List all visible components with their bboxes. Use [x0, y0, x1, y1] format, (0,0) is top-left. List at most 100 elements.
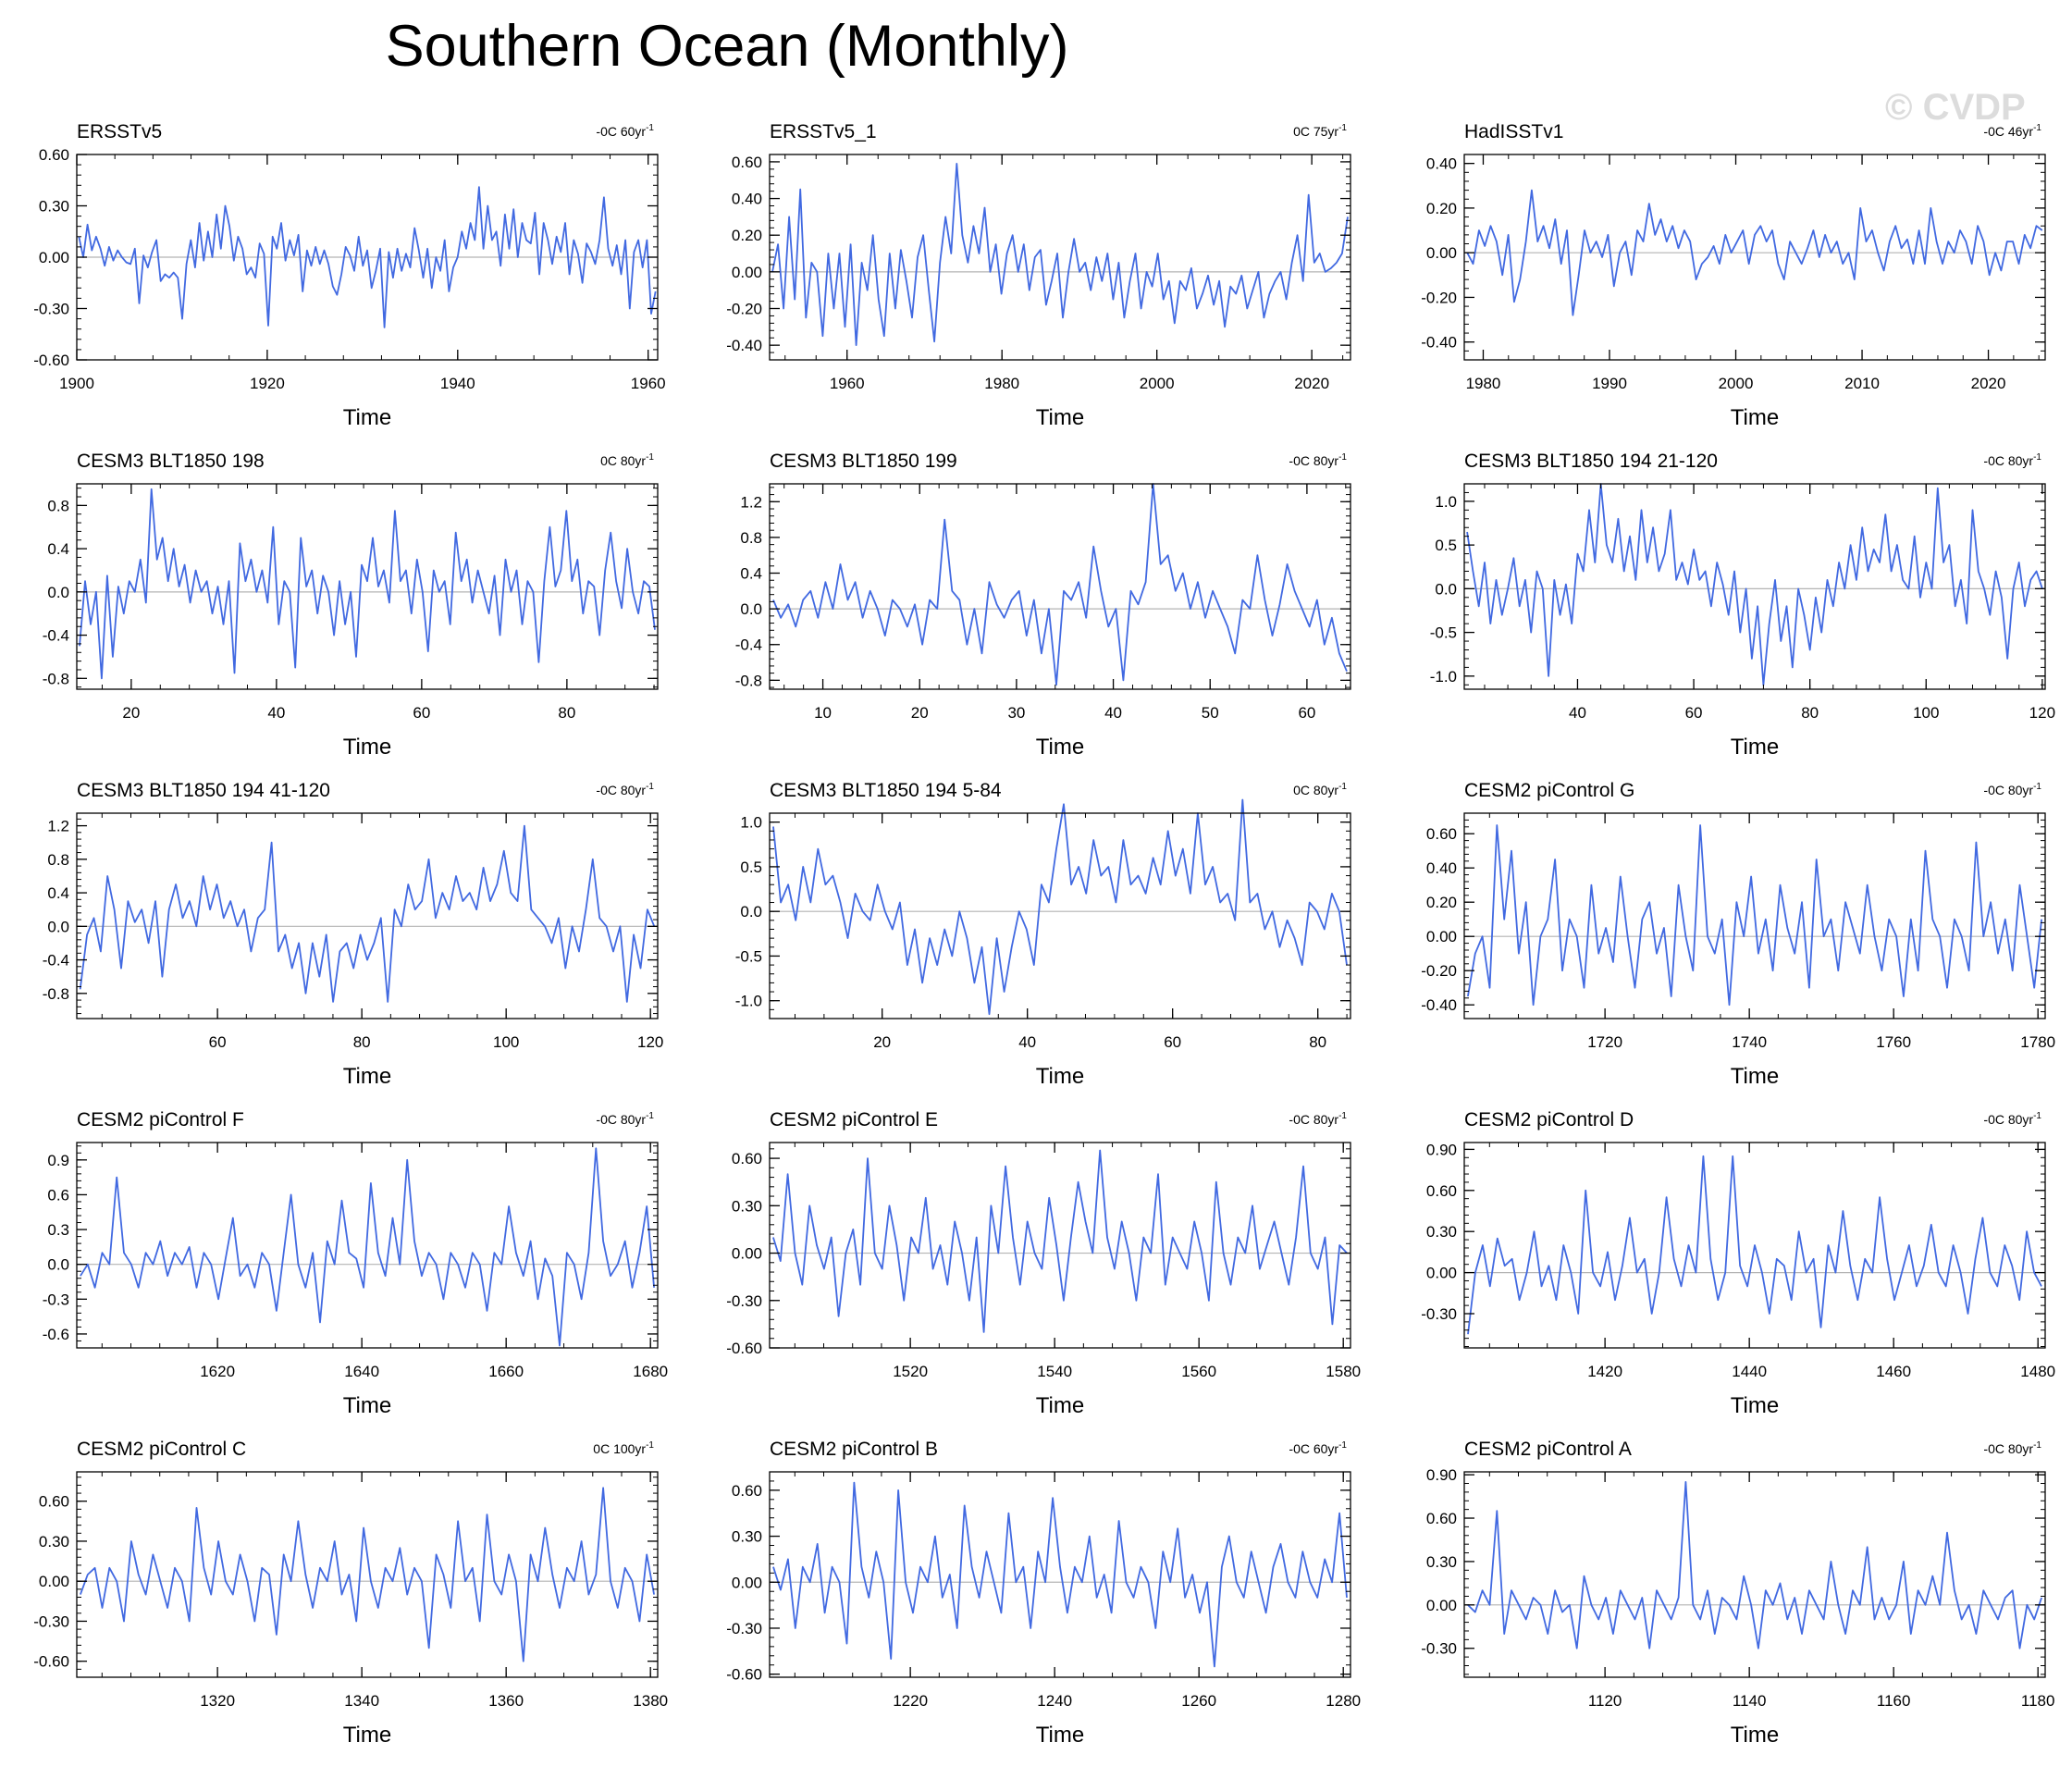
y-tick-label: 0.5: [1435, 537, 1457, 554]
x-axis-title: Time: [1731, 1393, 1779, 1418]
y-tick-label: 0.40: [732, 191, 762, 208]
x-tick-label: 1320: [200, 1692, 235, 1710]
x-tick-label: 40: [267, 704, 285, 722]
y-tick-label: 0.40: [1426, 155, 1457, 173]
y-tick-label: 0.8: [47, 497, 69, 514]
y-tick-label: -0.60: [33, 352, 69, 369]
chart-panel-6: CESM3 BLT1850 194 21-120 -0C 80yr-1 -1.0 -0…: [1430, 451, 2055, 760]
x-tick-label: 10: [814, 704, 832, 722]
data-series-line: [771, 162, 1349, 347]
y-tick-label: 0.0: [740, 903, 762, 920]
trend-label: -0C 80yr-1: [1983, 782, 2041, 797]
x-tick-label: 1360: [488, 1692, 524, 1710]
trend-label: 0C 100yr-1: [593, 1440, 654, 1456]
y-tick-label: 0.90: [1426, 1141, 1457, 1158]
plot-frame: [769, 483, 1351, 690]
x-tick-label: 30: [1007, 704, 1025, 722]
x-tick-label: 40: [1104, 704, 1122, 722]
y-tick-label: -0.8: [43, 670, 69, 687]
y-tick-label: 0.0: [47, 918, 69, 935]
y-tick-label: -0.20: [1421, 289, 1457, 306]
y-tick-label: 0.00: [1426, 244, 1457, 262]
y-tick-label: -0.60: [726, 1340, 762, 1357]
trend-label: -0C 80yr-1: [1983, 1111, 2041, 1127]
trend-label: -0C 80yr-1: [1983, 1440, 2041, 1456]
data-series-line: [772, 1481, 1348, 1668]
data-series-line: [1467, 1481, 2042, 1649]
x-tick-label: 1560: [1181, 1363, 1216, 1380]
y-tick-label: 0.20: [1426, 894, 1457, 911]
x-tick-label: 20: [873, 1033, 891, 1051]
chart-panel-4: CESM3 BLT1850 198 0C 80yr-1 -0.8 -0.4 0.0 0.4…: [43, 451, 659, 760]
x-tick-label: 1480: [2020, 1363, 2055, 1380]
y-tick-label: 0.00: [732, 264, 762, 281]
panel-title: CESM2 piControl E: [770, 1109, 938, 1130]
trend-label: 0C 80yr-1: [1293, 782, 1347, 797]
plot-frame: [1463, 483, 2046, 690]
y-tick-label: 0.6: [47, 1186, 69, 1204]
y-tick-label: 1.2: [740, 493, 762, 511]
x-tick-label: 60: [1685, 704, 1703, 722]
chart-panel-7: CESM3 BLT1850 194 41-120 -0C 80yr-1 -0.8 -0…: [43, 780, 664, 1089]
x-tick-label: 50: [1202, 704, 1219, 722]
y-tick-label: -0.40: [1421, 996, 1457, 1014]
x-tick-label: 1780: [2020, 1033, 2055, 1051]
x-tick-label: 1580: [1326, 1363, 1361, 1380]
x-axis-title: Time: [1731, 405, 1779, 430]
y-tick-label: 0.60: [1426, 825, 1457, 843]
x-tick-label: 1980: [1466, 375, 1501, 392]
x-tick-label: 1960: [631, 375, 666, 392]
trend-label: -0C 80yr-1: [1289, 452, 1347, 468]
panel-title: CESM2 piControl A: [1464, 1439, 1632, 1460]
x-tick-label: 100: [1913, 704, 1939, 722]
plot-frame: [76, 1471, 659, 1678]
data-series-line: [1467, 824, 2042, 1007]
trend-label: -0C 80yr-1: [596, 1111, 654, 1127]
y-tick-label: 0.5: [740, 859, 762, 876]
x-tick-label: 1900: [59, 375, 94, 392]
x-tick-label: 40: [1018, 1033, 1036, 1051]
data-series-line: [1467, 1155, 2042, 1335]
y-tick-label: 1.0: [740, 814, 762, 832]
x-tick-label: 2000: [1140, 375, 1175, 392]
y-tick-label: 0.0: [1435, 580, 1457, 598]
y-tick-label: 0.4: [47, 540, 69, 558]
x-tick-label: 100: [493, 1033, 519, 1051]
y-tick-label: 0.00: [1426, 928, 1457, 945]
y-tick-label: -0.60: [33, 1653, 69, 1671]
x-tick-label: 2020: [1294, 375, 1329, 392]
x-axis-title: Time: [343, 735, 391, 760]
panel-title: CESM3 BLT1850 194 5-84: [770, 780, 1002, 801]
y-tick-label: 0.60: [732, 1482, 762, 1500]
panel-title: CESM2 piControl C: [77, 1439, 246, 1460]
plot-frame: [76, 812, 659, 1019]
plot-frame: [76, 483, 659, 690]
y-tick-label: -0.6: [43, 1326, 69, 1343]
y-tick-label: -0.30: [33, 301, 69, 318]
x-axis-title: Time: [343, 1064, 391, 1089]
x-tick-label: 1380: [633, 1692, 668, 1710]
y-tick-label: -0.30: [726, 1620, 762, 1637]
trend-label: -0C 60yr-1: [596, 123, 654, 139]
panel-title: ERSSTv5_1: [770, 121, 877, 142]
y-tick-label: 0.9: [47, 1152, 69, 1169]
x-tick-label: 1340: [344, 1692, 379, 1710]
x-tick-label: 1680: [633, 1363, 668, 1380]
x-tick-label: 40: [1569, 704, 1586, 722]
chart-panel-12: CESM2 piControl D -0C 80yr-1 -0.30 0.00 0.30…: [1421, 1109, 2055, 1418]
y-tick-label: -0.5: [1430, 624, 1457, 642]
y-tick-label: 0.0: [740, 600, 762, 618]
x-axis-title: Time: [1036, 1393, 1084, 1418]
x-tick-label: 80: [1801, 704, 1819, 722]
trend-label: -0C 80yr-1: [1983, 452, 2041, 468]
x-tick-label: 2020: [1971, 375, 2006, 392]
x-axis-title: Time: [343, 1723, 391, 1748]
x-tick-label: 2010: [1844, 375, 1880, 392]
x-tick-label: 1240: [1037, 1692, 1072, 1710]
y-tick-label: 0.60: [732, 1150, 762, 1167]
data-series-line: [1466, 483, 2043, 686]
y-tick-label: -0.30: [1421, 1640, 1457, 1658]
data-series-line: [772, 483, 1348, 686]
panel-title: CESM2 piControl D: [1464, 1109, 1634, 1130]
y-tick-label: 0.20: [732, 227, 762, 244]
